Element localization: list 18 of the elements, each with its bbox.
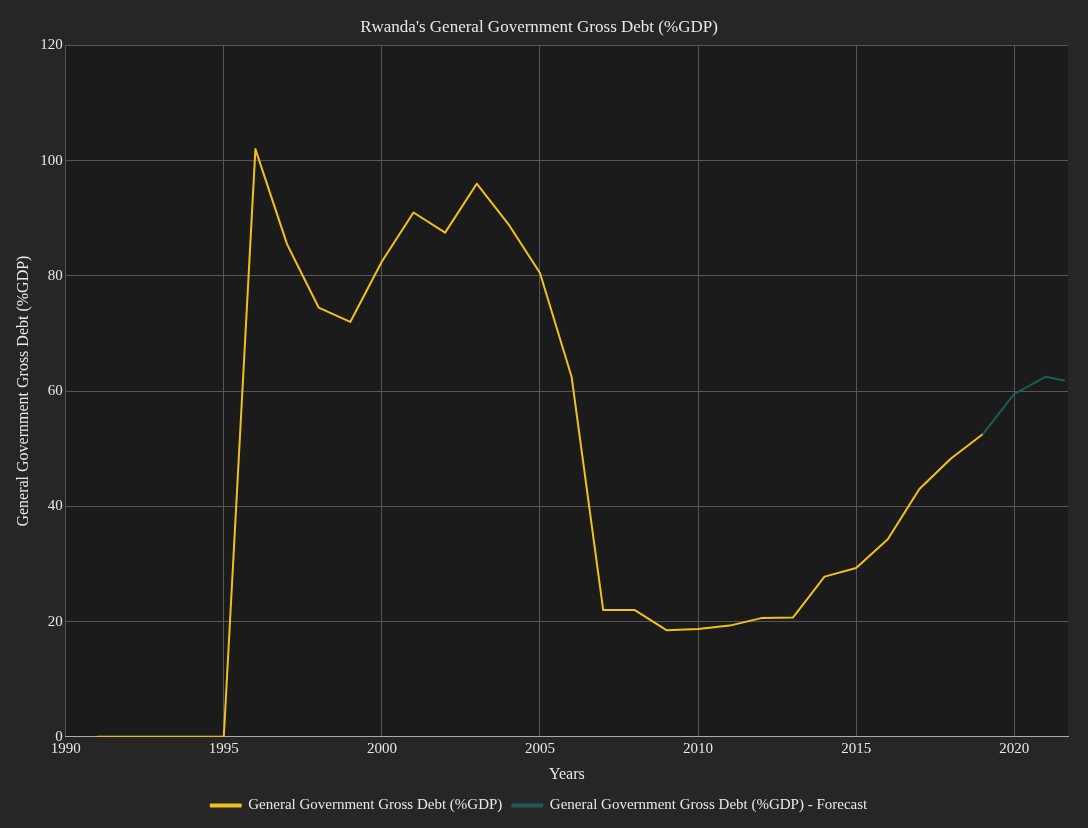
- y-tick-label: 0: [55, 727, 63, 744]
- y-axis-title: General Government Gross Debt (%GDP): [13, 255, 32, 527]
- x-axis-title: Years: [548, 764, 585, 782]
- x-tick-label: 1995: [208, 739, 239, 756]
- y-tick-label: 20: [47, 612, 63, 629]
- legend-label: General Government Gross Debt (%GDP): [248, 796, 503, 814]
- y-tick-label: 40: [47, 497, 63, 514]
- y-tick-label: 60: [47, 382, 63, 399]
- y-tick-label: 120: [40, 36, 63, 53]
- x-tick-label: 2020: [999, 739, 1030, 756]
- y-tick-label: 100: [40, 151, 63, 168]
- x-tick-label: 2005: [524, 739, 555, 756]
- x-tick-label: 2000: [366, 739, 397, 756]
- x-tick-label: 2010: [683, 739, 714, 756]
- y-tick-label: 80: [47, 266, 63, 283]
- chart-title: Rwanda's General Government Gross Debt (%GDP): [360, 16, 718, 36]
- legend-label: General Government Gross Debt (%GDP) - Forecast: [549, 796, 869, 814]
- x-tick-label: 2015: [841, 739, 872, 756]
